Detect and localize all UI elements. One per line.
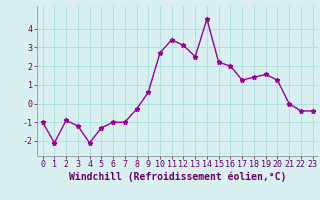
X-axis label: Windchill (Refroidissement éolien,°C): Windchill (Refroidissement éolien,°C)	[69, 172, 286, 182]
